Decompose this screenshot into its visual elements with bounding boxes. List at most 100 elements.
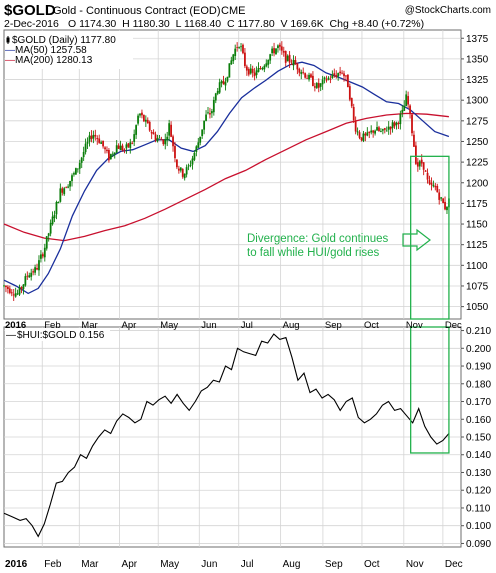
- candle-body: [141, 112, 143, 116]
- watermark: @StockCharts.com: [405, 5, 491, 16]
- candle-body: [226, 76, 229, 82]
- candle-body: [53, 214, 56, 219]
- price-month-label: Dec: [445, 320, 462, 331]
- ratio-month-label: Dec: [445, 559, 463, 570]
- candle-body: [90, 135, 93, 140]
- candle-body: [106, 149, 108, 152]
- candle-body: [51, 216, 54, 225]
- price-legend-background: [5, 31, 133, 69]
- candle-body: [176, 159, 178, 168]
- candle-body: [245, 66, 248, 71]
- candle-body: [201, 129, 204, 137]
- candle-body: [154, 134, 157, 141]
- candle-body: [257, 68, 260, 72]
- candle-body: [368, 131, 371, 133]
- candle-body: [61, 188, 64, 193]
- candle-body: [185, 167, 188, 175]
- candle-body: [102, 140, 104, 147]
- candle-body: [358, 132, 361, 138]
- candle-body: [300, 72, 303, 74]
- candle-body: [84, 143, 87, 153]
- ratio-tick-label: 0.200: [466, 344, 491, 355]
- price-month-label: May: [160, 320, 178, 331]
- price-tick-label: 1200: [466, 178, 489, 189]
- candle-body: [430, 182, 433, 185]
- candle-body: [78, 162, 81, 169]
- candle-body: [3, 285, 5, 287]
- candle-body: [343, 73, 345, 77]
- legend-candle-body: [6, 37, 10, 43]
- ratio-grid: [4, 327, 461, 547]
- candle-body: [341, 72, 343, 74]
- price-tick-label: 1375: [466, 34, 489, 45]
- candle-body: [94, 134, 97, 137]
- candle-body: [329, 78, 332, 80]
- candle-body: [170, 124, 172, 137]
- ratio-tick-label: 0.130: [466, 468, 491, 479]
- candle-body: [360, 137, 363, 141]
- candle-body: [438, 192, 441, 200]
- candle-body: [335, 75, 338, 77]
- candle-body: [269, 54, 272, 61]
- candle-body: [203, 120, 206, 130]
- candle-body: [123, 149, 126, 151]
- price-month-label: Oct: [364, 320, 379, 331]
- candle-body: [71, 175, 73, 182]
- candle-body: [32, 271, 35, 273]
- candle-body: [356, 131, 359, 133]
- annotation-line-1: Divergence: Gold continues: [247, 233, 389, 245]
- ratio-tick-label: 0.110: [466, 503, 491, 514]
- candle-body: [160, 139, 163, 141]
- candle-body: [80, 157, 83, 163]
- candle-body: [24, 276, 27, 286]
- annotation-line-2: to fall while HUI/gold rises: [247, 247, 380, 259]
- candle-body: [220, 81, 223, 84]
- candle-body: [428, 180, 431, 184]
- candle-body: [172, 136, 174, 147]
- candle-body: [422, 162, 425, 170]
- candle-body: [67, 186, 70, 188]
- price-tick-label: 1150: [466, 220, 488, 231]
- candle-body: [273, 48, 275, 54]
- candle-body: [446, 206, 448, 211]
- price-tick-label: 1175: [466, 199, 488, 210]
- candle-body: [177, 168, 180, 171]
- candle-body: [210, 111, 213, 114]
- candle-body: [339, 71, 342, 74]
- legend-ma50: MA(50) 1257.58: [15, 45, 87, 56]
- ratio-month-label: 2016: [5, 559, 28, 570]
- ratio-x-axis: 2016 Feb Mar Apr May Jun Jul Aug Sep Oct Nov Dec: [5, 559, 463, 570]
- candle-body: [20, 287, 23, 289]
- candle-body: [193, 152, 196, 160]
- price-tick-label: 1250: [466, 137, 489, 148]
- candle-body: [162, 139, 165, 145]
- candle-body: [74, 168, 77, 175]
- candle-body: [49, 222, 52, 234]
- price-legend: $GOLD (Daily) 1177.80 — MA(50) 1257.58 —…: [5, 31, 133, 69]
- candle-body: [416, 162, 419, 167]
- ratio-tick-label: 0.210: [466, 326, 491, 337]
- candle-body: [22, 284, 25, 290]
- candle-body: [263, 65, 266, 70]
- candle-body: [277, 45, 279, 49]
- candle-body: [133, 134, 136, 142]
- candle-body: [166, 136, 169, 141]
- candle-body: [228, 63, 231, 78]
- ratio-month-label: Sep: [325, 559, 343, 570]
- candle-body: [407, 96, 410, 105]
- candle-body: [350, 98, 353, 107]
- divergence-annotation: Divergence: Gold continues to fall while…: [247, 155, 450, 320]
- candle-body: [148, 121, 151, 131]
- candle-body: [57, 201, 60, 204]
- candle-body: [253, 72, 256, 77]
- candle-body: [40, 254, 42, 259]
- exchange-label: CME: [221, 5, 245, 17]
- candle-body: [327, 77, 330, 80]
- candle-body: [98, 138, 101, 143]
- price-tick-label: 1350: [466, 54, 489, 65]
- candle-body: [125, 144, 128, 149]
- candle-body: [403, 105, 406, 111]
- candle-body: [158, 137, 161, 139]
- candle-body: [298, 68, 301, 73]
- candle-body: [370, 130, 373, 133]
